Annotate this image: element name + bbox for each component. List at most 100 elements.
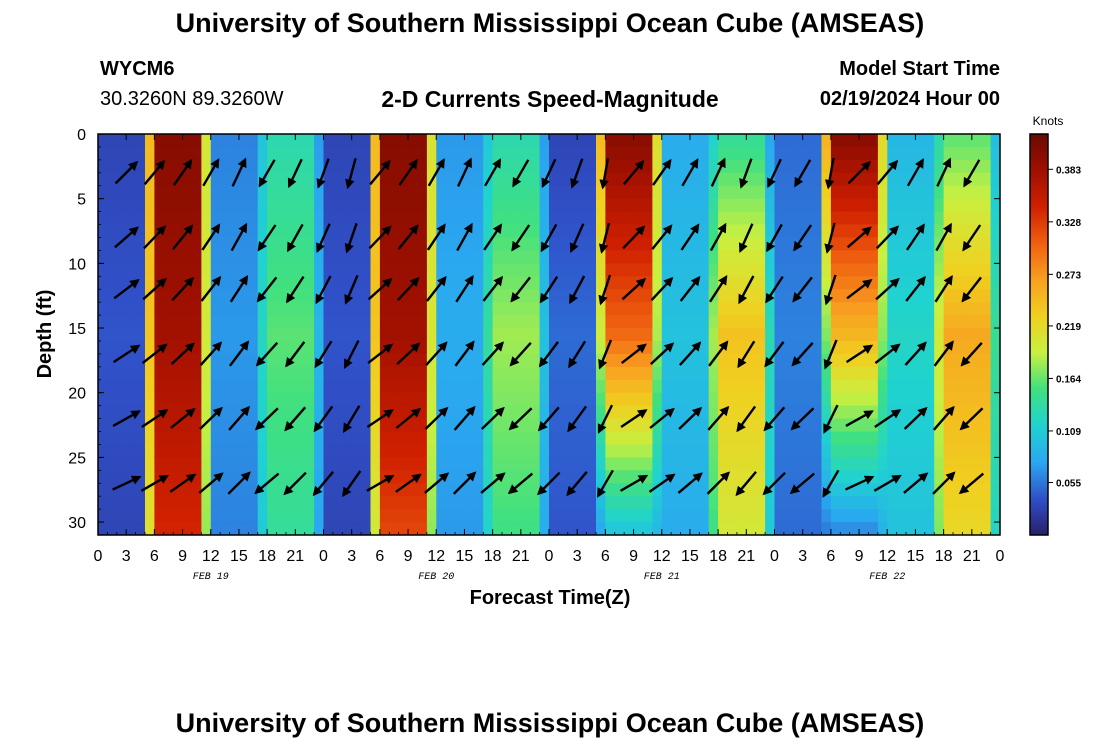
heatmap-cell xyxy=(530,224,541,238)
heatmap-cell xyxy=(220,198,231,213)
heatmap-cell xyxy=(248,366,259,381)
heatmap-cell xyxy=(990,185,1000,200)
heatmap-cell xyxy=(746,263,757,277)
heatmap-cell xyxy=(389,172,400,187)
heatmap-cell xyxy=(755,522,766,535)
heatmap-cell xyxy=(605,302,616,316)
heatmap-cell xyxy=(840,302,851,316)
heatmap-cell xyxy=(990,366,1000,381)
heatmap-cell xyxy=(567,341,578,355)
heatmap-cell xyxy=(962,198,973,213)
heatmap-cell xyxy=(755,431,766,445)
heatmap-cell xyxy=(417,496,428,510)
heatmap-cell xyxy=(840,470,851,484)
x-tick-label: 21 xyxy=(963,548,981,565)
heatmap-cell xyxy=(210,522,221,535)
heatmap-cell xyxy=(840,263,851,277)
heatmap-cell xyxy=(877,198,888,213)
heatmap-cell xyxy=(830,198,841,213)
heatmap-cell xyxy=(971,470,982,484)
heatmap-cell xyxy=(624,224,635,238)
current-vector-arrow xyxy=(791,341,814,367)
heatmap-cell xyxy=(201,276,212,290)
heatmap-cell xyxy=(868,224,879,238)
y-tick-label: 0 xyxy=(77,127,86,144)
heatmap-cell xyxy=(971,496,982,510)
heatmap-cell xyxy=(765,185,776,200)
heatmap-cell xyxy=(652,522,663,535)
heatmap-cell xyxy=(445,483,456,497)
heatmap-cell xyxy=(868,211,879,226)
heatmap-cell xyxy=(633,198,644,213)
heatmap-cell xyxy=(981,159,992,174)
heatmap-cell xyxy=(614,237,625,251)
heatmap-cell xyxy=(201,250,212,264)
heatmap-cell xyxy=(210,185,221,200)
heatmap-cell xyxy=(915,444,926,458)
heatmap-cell xyxy=(361,198,372,213)
heatmap-cell xyxy=(671,146,682,161)
heatmap-cell xyxy=(520,509,531,523)
current-vector-arrow xyxy=(710,157,726,187)
heatmap-cell xyxy=(896,185,907,200)
heatmap-cell xyxy=(314,134,325,148)
heatmap-cell xyxy=(163,315,174,329)
heatmap-cell xyxy=(295,418,306,433)
heatmap-cell xyxy=(812,341,823,355)
heatmap-cell xyxy=(276,250,287,264)
heatmap-cell xyxy=(727,302,738,316)
heatmap-cell xyxy=(652,159,663,174)
heatmap-cell xyxy=(323,366,334,381)
heatmap-cell xyxy=(868,289,879,303)
heatmap-cell xyxy=(436,353,447,368)
heatmap-cell xyxy=(173,457,184,471)
heatmap-cell xyxy=(718,211,729,226)
x-tick-label: 15 xyxy=(456,548,474,565)
heatmap-cell xyxy=(398,392,409,407)
heatmap-cell xyxy=(511,185,522,200)
current-vector-arrow xyxy=(368,225,392,250)
heatmap-cell xyxy=(201,509,212,523)
heatmap-cell xyxy=(201,134,212,148)
heatmap-cell xyxy=(699,134,710,148)
heatmap-cell xyxy=(304,366,315,381)
heatmap-cell xyxy=(539,185,550,200)
heatmap-cell xyxy=(596,431,606,445)
heatmap-cell xyxy=(220,302,231,316)
heatmap-cell xyxy=(953,134,963,148)
heatmap-cell xyxy=(624,522,635,535)
heatmap-cell xyxy=(793,366,804,381)
heatmap-cell xyxy=(746,522,757,535)
heatmap-cell xyxy=(511,444,522,458)
heatmap-cell xyxy=(549,224,559,238)
heatmap-cell xyxy=(220,211,231,226)
heatmap-cell xyxy=(953,276,963,290)
heatmap-cell xyxy=(680,198,691,213)
heatmap-cell xyxy=(859,509,870,523)
heatmap-cell xyxy=(145,276,155,290)
heatmap-cell xyxy=(830,522,841,535)
heatmap-cell xyxy=(257,211,268,226)
heatmap-cell xyxy=(154,366,165,381)
y-tick-label: 5 xyxy=(77,192,86,209)
heatmap-cell xyxy=(483,470,494,484)
heatmap-cell xyxy=(661,483,672,497)
heatmap-cell xyxy=(116,302,127,316)
heatmap-cell xyxy=(605,263,616,277)
y-tick-label: 30 xyxy=(68,515,86,532)
current-vector-arrow xyxy=(874,343,901,365)
heatmap-cell xyxy=(285,509,296,523)
heatmap-cell xyxy=(98,496,108,510)
heatmap-cell xyxy=(708,379,719,394)
heatmap-cell xyxy=(455,302,465,316)
heatmap-cell xyxy=(492,431,503,445)
heatmap-cell xyxy=(257,405,268,420)
heatmap-cell xyxy=(379,211,390,226)
heatmap-cell xyxy=(98,224,108,238)
heatmap-cell xyxy=(577,522,588,535)
heatmap-cell xyxy=(643,522,653,535)
heatmap-cell xyxy=(304,250,315,264)
heatmap-cell xyxy=(370,418,381,433)
current-vector-arrow xyxy=(286,223,304,253)
heatmap-cell xyxy=(126,483,137,497)
